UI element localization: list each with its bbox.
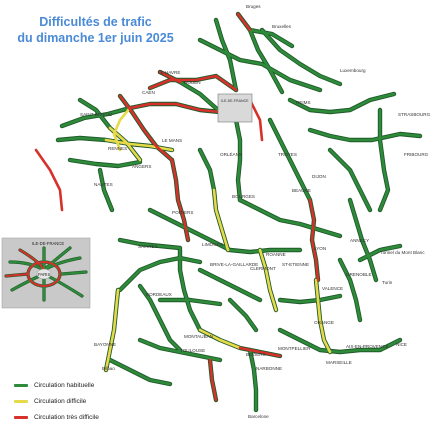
city-le-mans: LE MANS	[162, 138, 182, 143]
city-dijon: DIJON	[312, 174, 326, 179]
legend-item-difficult: Circulation difficile	[14, 394, 99, 408]
city-beziers: BEZIERS	[246, 352, 266, 357]
city-reims: REIMS	[296, 100, 311, 105]
title-line-2: du dimanche 1er juin 2025	[17, 31, 174, 45]
legend-item-very-difficult: Circulation très difficile	[14, 410, 99, 424]
city-bruges: Bruges	[246, 4, 261, 9]
city-clermont: CLERMONT	[250, 266, 276, 271]
legend-item-normal: Circulation habituelle	[14, 378, 99, 392]
city-poitiers: POITIERS	[172, 210, 193, 215]
city-toulouse: TOULOUSE	[180, 348, 205, 353]
map-legend: Circulation habituelle Circulation diffi…	[14, 378, 99, 426]
city-turin: Turin	[382, 280, 393, 285]
legend-label-very-difficult: Circulation très difficile	[34, 413, 99, 421]
city-grenoble: GRENOBLE	[346, 272, 372, 277]
legend-swatch-normal	[14, 383, 28, 387]
city-mont-blanc: Tunnel du Mont Blanc	[380, 250, 425, 255]
inset-title: ILE-DE-FRANCE	[32, 241, 64, 246]
road-network	[34, 11, 423, 413]
city-montauban: MONTAUBAN	[184, 334, 213, 339]
city-valence: VALENCE	[322, 286, 343, 291]
paris-box-label: ILE-DE-FRANCE	[221, 99, 249, 103]
city-narbonne: NARBONNE	[256, 366, 282, 371]
city-limoges: LIMOGES	[202, 242, 223, 247]
city-orange: ORANGE	[314, 320, 334, 325]
ile-de-france-inset: ILE-DE-FRANCE	[1, 237, 91, 309]
city-brive: BRIVE-LA-GAILLARDE	[210, 262, 258, 267]
roads-difficult	[104, 106, 332, 372]
city-le-havre: LE HAVRE	[158, 70, 180, 75]
city-angers: ANGERS	[132, 164, 151, 169]
inset-paris-label: PARIS	[38, 272, 50, 277]
city-rennes: RENNES	[108, 146, 127, 151]
city-fribourg: FRIBOURG	[404, 152, 429, 157]
city-bruxelles: Bruxelles	[272, 24, 292, 29]
city-saint-brieuc: SAINT-BRIEUC	[80, 112, 113, 117]
city-strasbourg: STRASBOURG	[398, 112, 431, 117]
city-rouen: ROUEN	[184, 80, 201, 85]
city-bilbao: Bilbao	[102, 366, 115, 371]
city-bordeaux: BORDEAUX	[146, 292, 172, 297]
city-orleans: ORLÉANS	[220, 151, 242, 157]
city-saint-etienne: ST-ETIENNE	[282, 262, 309, 267]
city-marseille: MARSEILLE	[326, 360, 352, 365]
map-title: Difficultés de trafic du dimanche 1er ju…	[8, 14, 183, 46]
city-bayonne: BAYONNE	[94, 342, 116, 347]
city-roanne: ROANNE	[266, 252, 286, 257]
legend-label-difficult: Circulation difficile	[34, 397, 87, 405]
city-nice: NICE	[396, 342, 407, 347]
city-annecy: ANNECY	[350, 238, 369, 243]
city-caen: CAEN	[142, 90, 155, 95]
city-nantes: NANTES	[94, 182, 113, 187]
roads-very-difficult	[34, 12, 320, 402]
city-bourges: BOURGES	[232, 194, 255, 199]
city-beaune: BEAUNE	[292, 188, 311, 193]
legend-swatch-very-difficult	[14, 415, 28, 419]
city-troyes: TROYES	[278, 152, 297, 157]
city-barcelone: Barcelone	[248, 414, 269, 419]
city-lyon: LYON	[314, 246, 326, 251]
legend-label-normal: Circulation habituelle	[34, 381, 95, 389]
title-line-1: Difficultés de trafic	[39, 15, 152, 29]
city-aix: AIX-EN-PROVENCE	[346, 344, 389, 349]
city-luxembourg: Luxembourg	[340, 68, 366, 73]
roads-normal	[56, 18, 422, 412]
legend-swatch-difficult	[14, 399, 28, 403]
paris-box: ILE-DE-FRANCE	[217, 93, 253, 123]
city-montpellier: MONTPELLIER	[278, 346, 311, 351]
city-labels: Bruges Bruxelles Luxembourg STRASBOURG F…	[80, 4, 431, 419]
city-saintes: SAINTES	[138, 244, 158, 249]
